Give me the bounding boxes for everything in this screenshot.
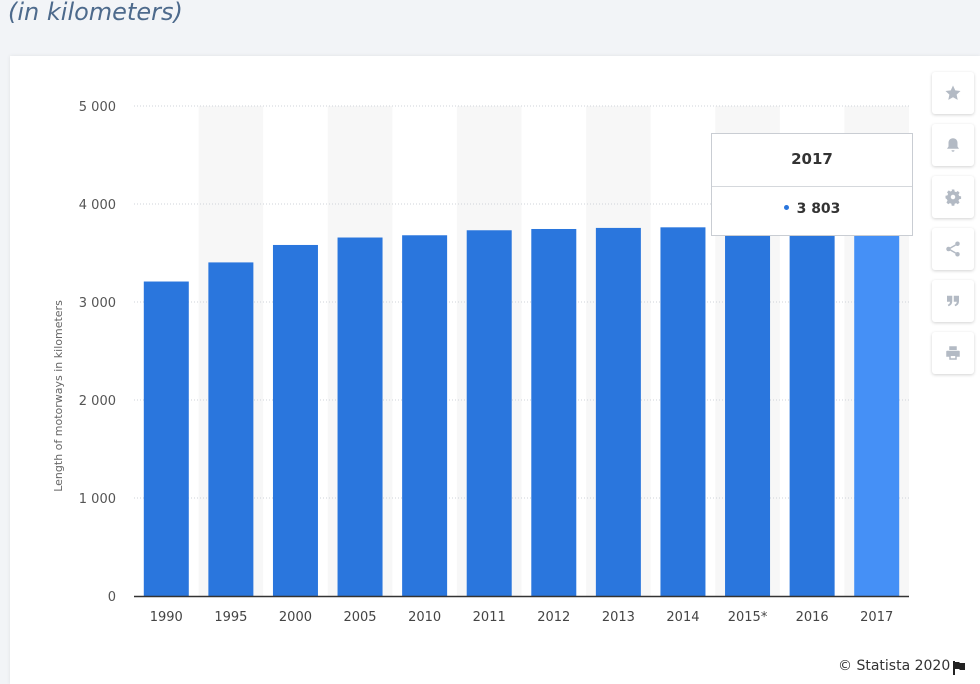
bell-icon bbox=[947, 138, 959, 152]
share-icon bbox=[946, 241, 960, 257]
y-tick-label: 0 bbox=[108, 590, 116, 605]
bar bbox=[208, 262, 254, 596]
x-tick-label: 1990 bbox=[150, 610, 183, 625]
x-tick-label: 1995 bbox=[214, 610, 247, 625]
bar bbox=[660, 227, 706, 596]
x-tick-label: 2014 bbox=[666, 610, 699, 625]
bar-chart: 0 1 000 2 000 3 000 4 000 5 000 1990 1995 2000 20… bbox=[52, 100, 909, 625]
cite-button[interactable] bbox=[932, 280, 974, 322]
notification-button[interactable] bbox=[932, 124, 974, 166]
favorite-button[interactable] bbox=[932, 72, 974, 114]
x-tick-label: 2015* bbox=[728, 610, 768, 625]
quote-icon bbox=[947, 295, 959, 307]
tooltip-value-row: 3 803 bbox=[712, 201, 912, 217]
y-tick-label: 3 000 bbox=[79, 296, 116, 311]
bar bbox=[466, 230, 512, 596]
print-button[interactable] bbox=[932, 332, 974, 374]
bar bbox=[789, 224, 835, 596]
x-tick-label: 2013 bbox=[602, 610, 635, 625]
x-tick-label: 2000 bbox=[279, 610, 312, 625]
bar bbox=[531, 228, 577, 597]
y-axis-title: Length of motorways in kilometers bbox=[52, 300, 65, 492]
bar bbox=[725, 225, 771, 596]
star-icon bbox=[945, 85, 961, 100]
y-tick-label: 4 000 bbox=[79, 198, 116, 213]
bar bbox=[143, 281, 189, 596]
chart-tooltip: 2017 3 803 bbox=[711, 133, 913, 236]
tooltip-title: 2017 bbox=[712, 134, 912, 187]
gear-icon bbox=[945, 189, 962, 206]
tooltip-value: 3 803 bbox=[796, 201, 841, 217]
y-tick-label: 2 000 bbox=[79, 394, 116, 409]
bar bbox=[854, 223, 900, 596]
print-icon bbox=[946, 346, 960, 360]
series-dot-icon bbox=[783, 204, 789, 210]
chart-toolbar bbox=[932, 72, 974, 384]
flag-icon[interactable] bbox=[951, 660, 967, 676]
y-tick-label: 5 000 bbox=[79, 100, 116, 115]
x-tick-label: 2016 bbox=[796, 610, 829, 625]
x-tick-label: 2005 bbox=[343, 610, 376, 625]
statista-credit-link[interactable]: © Statista 2020 bbox=[838, 658, 951, 674]
x-tick-label: 2010 bbox=[408, 610, 441, 625]
x-tick-label: 2012 bbox=[537, 610, 570, 625]
y-tick-label: 1 000 bbox=[79, 492, 116, 507]
x-tick-label: 2011 bbox=[473, 610, 506, 625]
settings-button[interactable] bbox=[932, 176, 974, 218]
bar bbox=[402, 235, 448, 596]
bar bbox=[595, 227, 641, 597]
bar bbox=[272, 244, 318, 597]
bar bbox=[337, 237, 383, 597]
page-heading: (in kilometers) bbox=[8, 0, 183, 26]
share-button[interactable] bbox=[932, 228, 974, 270]
x-tick-label: 2017 bbox=[860, 610, 893, 625]
